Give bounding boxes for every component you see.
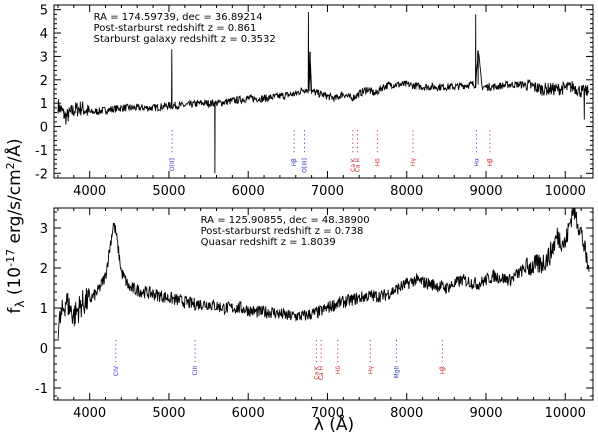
spectrum-annotation: Post-starburst redshift z = 0.861: [94, 23, 257, 34]
spectrum-annotation: RA = 174.59739, dec = 36.89214: [94, 12, 263, 23]
x-tick-label: 5000: [152, 184, 185, 199]
spectrum-line: [57, 11, 590, 174]
x-tick-label: 10000: [545, 184, 586, 199]
y-tick-label: 3: [40, 50, 48, 65]
y-tick-label: 0: [40, 121, 48, 136]
line-id-label: Hδ: [374, 158, 381, 167]
line-id-label: Ca K: [350, 157, 357, 172]
y-tick-label: 2: [40, 74, 48, 89]
line-id-label: Hγ: [410, 158, 417, 167]
spectrum-annotation: Post-starburst redshift z = 0.738: [201, 226, 364, 237]
x-tick-label: 6000: [232, 184, 265, 199]
y-tick-label: 2: [40, 262, 48, 277]
line-id-label: Hβ: [439, 366, 446, 375]
line-id-label: Hα: [473, 158, 480, 167]
x-tick-label: 6000: [232, 406, 265, 421]
line-id-label: Ca K: [313, 365, 320, 380]
spectrum-annotation: RA = 125.90855, dec = 48.38900: [201, 215, 370, 226]
y-tick-label: 4: [40, 27, 48, 42]
y-tick-label: -2: [35, 167, 48, 182]
y-tick-label: 1: [40, 302, 48, 317]
y-tick-label: 0: [40, 342, 48, 357]
line-id-label: Ca H: [318, 366, 325, 380]
x-tick-label: 8000: [390, 184, 423, 199]
line-id-label: O[II]: [169, 158, 176, 171]
x-tick-label: 5000: [152, 406, 185, 421]
y-axis-title-unit: (10: [5, 267, 25, 301]
x-tick-label: 8000: [390, 406, 423, 421]
line-id-label: CIII: [192, 366, 199, 376]
spectrum-line: [57, 207, 590, 342]
line-id-label: Ca H: [355, 158, 362, 172]
y-axis-title-end: /Å): [3, 138, 25, 162]
x-tick-label: 7000: [311, 184, 344, 199]
line-id-label: Hβ: [291, 158, 298, 167]
line-id-label: CIV: [113, 365, 120, 376]
plot-frame: [53, 4, 594, 179]
x-tick-label: 4000: [73, 184, 106, 199]
spectrum-annotation: Starburst galaxy redshift z = 0.3532: [94, 34, 276, 45]
top-spectrum-panel: 4000 5000 6000 7000 8000 9000 10000 -2 -1 0 1 2 3 4 5 R…: [35, 4, 594, 199]
x-axis-title: λ (Å): [314, 413, 354, 435]
plot-frame: [53, 207, 594, 401]
x-tick-label: 9000: [469, 406, 502, 421]
y-tick-label: -1: [35, 144, 48, 159]
svg-text:fλ (10-17 erg/s/cm2/Å): fλ (10-17 erg/s/cm2/Å): [3, 138, 27, 313]
x-tick-label: 10000: [545, 406, 586, 421]
y-axis-title: fλ (10-17 erg/s/cm2/Å): [3, 138, 27, 313]
line-id-label: Hδ: [335, 366, 342, 375]
y-axis-title-exp2: 2: [4, 162, 17, 169]
y-axis-title-unit2: erg/s/cm: [5, 169, 25, 249]
y-axis-title-sub: λ: [13, 301, 27, 308]
line-id-label: MgII: [393, 366, 400, 379]
y-tick-label: 3: [40, 222, 48, 237]
y-tick-label: 5: [40, 4, 48, 19]
y-tick-label: 1: [40, 97, 48, 112]
line-id-label: Hγ: [367, 366, 374, 375]
x-tick-label: 7000: [311, 406, 344, 421]
line-id-label: O[III]: [301, 158, 308, 173]
y-axis-title-exp: -17: [4, 249, 17, 267]
line-id-label: Hβ: [487, 158, 494, 167]
y-axis-title-f: f: [5, 307, 25, 314]
y-tick-label: -1: [35, 382, 48, 397]
x-tick-label: 9000: [469, 184, 502, 199]
spectrum-annotation: Quasar redshift z = 1.8039: [201, 237, 336, 248]
bottom-spectrum-panel: 4000 5000 6000 7000 8000 9000 10000 -1 0 1 2 3 RA = …: [35, 207, 594, 421]
x-tick-label: 4000: [73, 406, 106, 421]
